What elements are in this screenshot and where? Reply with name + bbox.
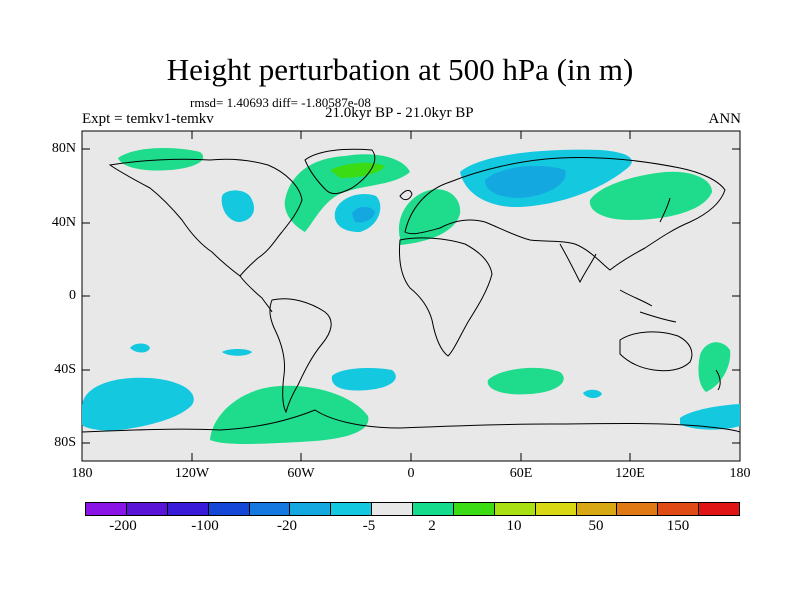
colorbar-swatch [617,503,659,515]
coastlines [81,148,741,433]
season-label: ANN [708,111,742,127]
colorbar-swatch [290,503,332,515]
anomaly-region [583,389,602,399]
longitude-label: 120E [615,466,645,481]
stats-text: rmsd= 1.40693 diff= -1.80587e-08 [190,95,371,110]
anomaly-region [210,385,369,444]
longitude-label: 60W [287,466,315,481]
latitude-label: 0 [69,288,76,303]
anomaly-region [331,368,396,391]
colorbar-swatch [331,503,373,515]
colorbar-swatch [535,503,577,515]
negative-anomaly-regions [82,149,740,431]
anomaly-region [82,377,194,431]
anomaly-region [330,162,385,178]
colorbar-swatch [576,503,618,515]
colorbar-swatch [372,503,413,515]
anomaly-region [399,189,461,245]
colorbar-swatch [453,503,495,515]
anomaly-region [680,404,740,430]
latitude-label: 80N [51,141,76,156]
colorbar-swatch [413,503,454,515]
chart-title: Height perturbation at 500 hPa (in m) [166,52,634,87]
axis-ticks [81,131,741,461]
colorbar-label: 10 [506,518,522,534]
anomaly-region [698,342,731,392]
anomaly-region [118,148,204,171]
anomaly-region [589,171,712,220]
colorbar-swatch [699,503,739,515]
anomaly-region [284,154,410,232]
colorbar-label: 150 [666,518,690,534]
anomaly-region [222,349,252,356]
latitude-label: 40S [54,362,76,377]
colorbar-swatch [658,503,700,515]
anomaly-region [487,367,564,395]
colorbar-label: -200 [109,518,137,534]
colorbar-swatch [126,503,168,515]
colorbar-swatch [208,503,250,515]
colorbar-label: -5 [362,518,376,534]
colorbar-swatch [249,503,291,515]
latitude-label: 80S [54,435,76,450]
anomaly-region [130,343,150,353]
longitude-label: 180 [71,466,93,481]
period-label: 21.0kyr BP - 21.0kyr BP [325,105,474,121]
colorbar-swatch [167,503,209,515]
colorbar-label: -20 [277,518,297,534]
positive-anomaly-regions [118,148,731,444]
latitude-label: 40N [51,215,76,230]
anomaly-region [485,165,566,198]
longitude-label: 120W [174,466,210,481]
longitude-label: 180 [729,466,751,481]
colorbar-swatch [86,503,127,515]
colorbar-label: -100 [191,518,219,534]
colorbar [85,502,740,516]
longitude-label: 60E [509,466,533,481]
experiment-label: Expt = temkv1-temkv [82,111,214,127]
anomaly-region [352,206,375,223]
anomaly-region [221,190,255,222]
colorbar-label: 50 [588,518,604,534]
colorbar-swatch [494,503,536,515]
colorbar-label: 2 [428,518,436,534]
longitude-label: 0 [407,466,415,481]
